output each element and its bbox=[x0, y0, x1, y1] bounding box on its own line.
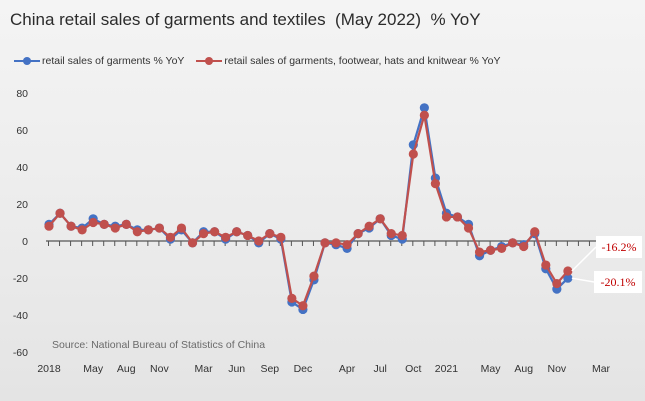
data-point-series-2 bbox=[265, 229, 275, 239]
legend-item-series-1: retail sales of garments % YoY bbox=[14, 55, 184, 67]
x-tick-label: Mar bbox=[592, 363, 611, 375]
data-point-series-2 bbox=[320, 238, 330, 248]
data-point-series-2 bbox=[486, 245, 496, 255]
data-point-series-2 bbox=[276, 232, 286, 242]
data-point-series-2 bbox=[452, 212, 463, 222]
data-point-series-2 bbox=[121, 219, 131, 229]
data-point-series-2 bbox=[176, 223, 187, 233]
data-point-series-2 bbox=[497, 243, 507, 253]
data-point-series-2 bbox=[508, 238, 518, 248]
legend-label-series-2: retail sales of garments, footwear, hats… bbox=[224, 55, 501, 67]
data-point-series-2 bbox=[287, 293, 297, 303]
data-point-series-2 bbox=[552, 278, 562, 289]
data-point-series-2 bbox=[375, 214, 385, 224]
data-point-series-1 bbox=[419, 103, 429, 113]
data-point-series-2 bbox=[563, 266, 573, 276]
data-point-series-2 bbox=[77, 225, 87, 235]
x-tick-label: Dec bbox=[294, 363, 313, 375]
legend-swatch-blue bbox=[14, 56, 40, 66]
data-point-series-2 bbox=[198, 229, 209, 239]
data-point-series-2 bbox=[143, 225, 153, 235]
series-line-2 bbox=[48, 114, 569, 307]
y-tick-label: -40 bbox=[13, 310, 28, 322]
chart-legend: retail sales of garments % YoY retail sa… bbox=[14, 55, 513, 67]
x-tick-label: 2021 bbox=[435, 363, 459, 375]
data-point-series-2 bbox=[519, 241, 529, 252]
data-point-series-2 bbox=[232, 227, 242, 237]
series-line-1 bbox=[48, 106, 569, 311]
data-point-series-2 bbox=[397, 230, 407, 241]
data-point-series-2 bbox=[386, 229, 396, 239]
data-point-series-2 bbox=[331, 238, 341, 248]
x-tick-label: May bbox=[481, 363, 502, 375]
data-point-series-2 bbox=[342, 240, 352, 250]
data-point-series-2 bbox=[463, 223, 474, 233]
chart-title: China retail sales of garments and texti… bbox=[10, 10, 481, 29]
data-point-series-2 bbox=[132, 227, 142, 237]
y-tick-label: -60 bbox=[13, 347, 28, 359]
data-point-series-2 bbox=[441, 212, 452, 222]
data-point-series-2 bbox=[430, 179, 440, 189]
data-point-series-2 bbox=[298, 301, 308, 311]
callout-label: -16.2% bbox=[602, 240, 637, 254]
x-tick-label: Sep bbox=[260, 363, 279, 375]
data-point-series-2 bbox=[541, 260, 551, 270]
x-tick-label: 2018 bbox=[37, 363, 61, 375]
data-point-series-2 bbox=[66, 221, 76, 231]
callout-leader bbox=[571, 246, 597, 272]
data-point-series-2 bbox=[474, 247, 485, 257]
data-point-series-2 bbox=[408, 149, 418, 159]
data-point-series-2 bbox=[353, 229, 363, 239]
x-tick-label: Nov bbox=[150, 363, 169, 375]
data-point-series-2 bbox=[254, 236, 264, 246]
source-note: Source: National Bureau of Statistics of… bbox=[52, 339, 265, 351]
y-tick-label: -20 bbox=[13, 273, 28, 285]
callout-leader bbox=[571, 277, 595, 283]
x-tick-label: Jun bbox=[228, 363, 245, 375]
x-tick-label: May bbox=[83, 363, 104, 375]
data-point-series-2 bbox=[309, 271, 319, 281]
x-tick-label: Aug bbox=[514, 363, 533, 375]
data-point-series-2 bbox=[44, 221, 54, 231]
data-point-series-2 bbox=[55, 208, 65, 218]
callout-box bbox=[594, 271, 642, 293]
data-point-series-1 bbox=[563, 273, 573, 283]
legend-item-series-2: retail sales of garments, footwear, hats… bbox=[196, 55, 501, 67]
callout-box bbox=[596, 236, 642, 258]
data-point-series-2 bbox=[419, 110, 429, 120]
callout-label: -20.1% bbox=[601, 275, 636, 289]
legend-label-series-1: retail sales of garments % YoY bbox=[42, 55, 185, 67]
x-tick-label: Aug bbox=[117, 363, 136, 375]
data-point-series-2 bbox=[187, 238, 198, 248]
data-point-series-2 bbox=[99, 219, 109, 229]
x-tick-label: Nov bbox=[547, 363, 566, 375]
data-point-series-2 bbox=[530, 227, 540, 237]
y-tick-label: 0 bbox=[22, 236, 28, 248]
data-point-series-2 bbox=[88, 217, 98, 228]
x-tick-label: Jul bbox=[373, 363, 386, 375]
y-tick-label: 40 bbox=[16, 162, 28, 174]
x-tick-label: Apr bbox=[339, 363, 356, 375]
data-point-series-2 bbox=[165, 232, 176, 242]
data-point-series-2 bbox=[221, 232, 231, 242]
x-tick-label: Oct bbox=[405, 363, 421, 375]
data-point-series-2 bbox=[243, 230, 253, 241]
legend-swatch-red bbox=[196, 56, 223, 66]
y-tick-label: 80 bbox=[16, 88, 28, 100]
data-point-series-2 bbox=[110, 223, 120, 233]
x-tick-label: Mar bbox=[195, 363, 214, 375]
y-tick-label: 60 bbox=[16, 125, 28, 137]
data-point-series-2 bbox=[210, 227, 220, 237]
data-point-series-2 bbox=[364, 221, 374, 231]
y-tick-label: 20 bbox=[16, 199, 28, 211]
data-point-series-2 bbox=[154, 223, 164, 233]
